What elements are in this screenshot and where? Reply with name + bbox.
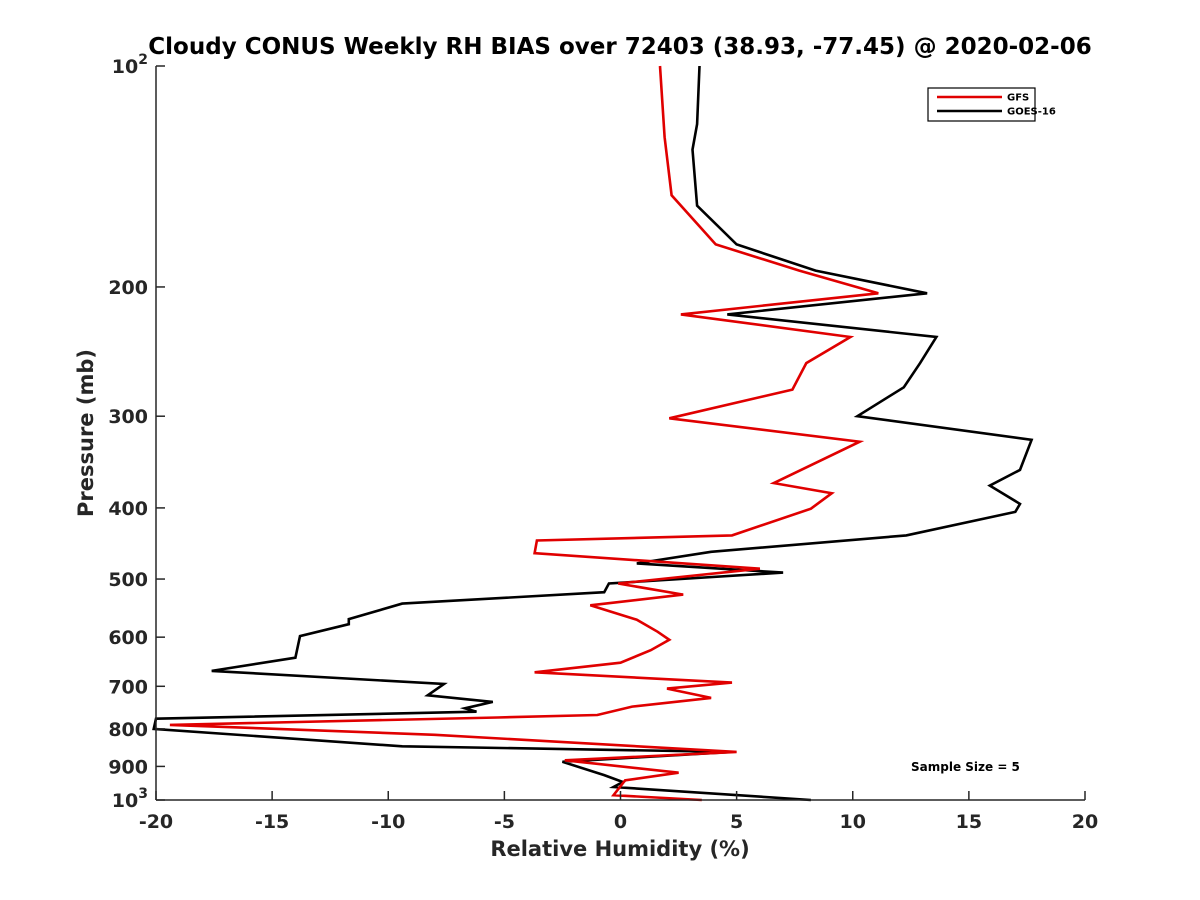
y-tick-label: 900	[108, 756, 148, 778]
y-tick-label: 700	[108, 676, 148, 698]
y-tick-label: 300	[108, 406, 148, 428]
x-axis-label: Relative Humidity (%)	[490, 837, 749, 861]
legend: GFS GOES-16	[927, 87, 1056, 122]
y-tick-label: 800	[108, 719, 148, 741]
plot-area	[152, 65, 1085, 802]
x-tick-label: -5	[494, 811, 515, 833]
y-axis-label: Pressure (mb)	[74, 349, 98, 517]
y-tick-label: 200	[108, 277, 148, 299]
x-tick-label: 0	[614, 811, 627, 833]
chart-title: Cloudy CONUS Weekly RH BIAS over 72403 (…	[148, 34, 1091, 60]
y-ticks: 102 200 300 400 500 600 700 800 900 103	[108, 52, 165, 812]
x-tick-label: -20	[139, 811, 173, 833]
x-tick-label: 10	[840, 811, 866, 833]
x-tick-label: -15	[255, 811, 289, 833]
x-tick-label: 5	[730, 811, 743, 833]
y-tick-label: 102	[112, 52, 148, 78]
y-tick-label: 600	[108, 627, 148, 649]
sample-size-annotation: Sample Size = 5	[911, 760, 1020, 774]
y-tick-label: 500	[108, 569, 148, 591]
series-layer	[152, 65, 1034, 802]
y-tick-label: 400	[108, 498, 148, 520]
series-line-goes16	[152, 65, 1034, 802]
legend-label-goes16: GOES-16	[1007, 107, 1056, 118]
x-ticks: -20 -15 -10 -5 0 5 10 15 20	[139, 791, 1098, 833]
x-tick-label: 15	[956, 811, 982, 833]
series-line-gfs	[169, 65, 879, 802]
legend-box	[927, 87, 1036, 122]
x-tick-label: -10	[371, 811, 405, 833]
x-tick-label: 20	[1072, 811, 1098, 833]
legend-label-gfs: GFS	[1007, 93, 1029, 104]
y-tick-label: 103	[112, 786, 148, 812]
plot-background	[156, 66, 1085, 800]
